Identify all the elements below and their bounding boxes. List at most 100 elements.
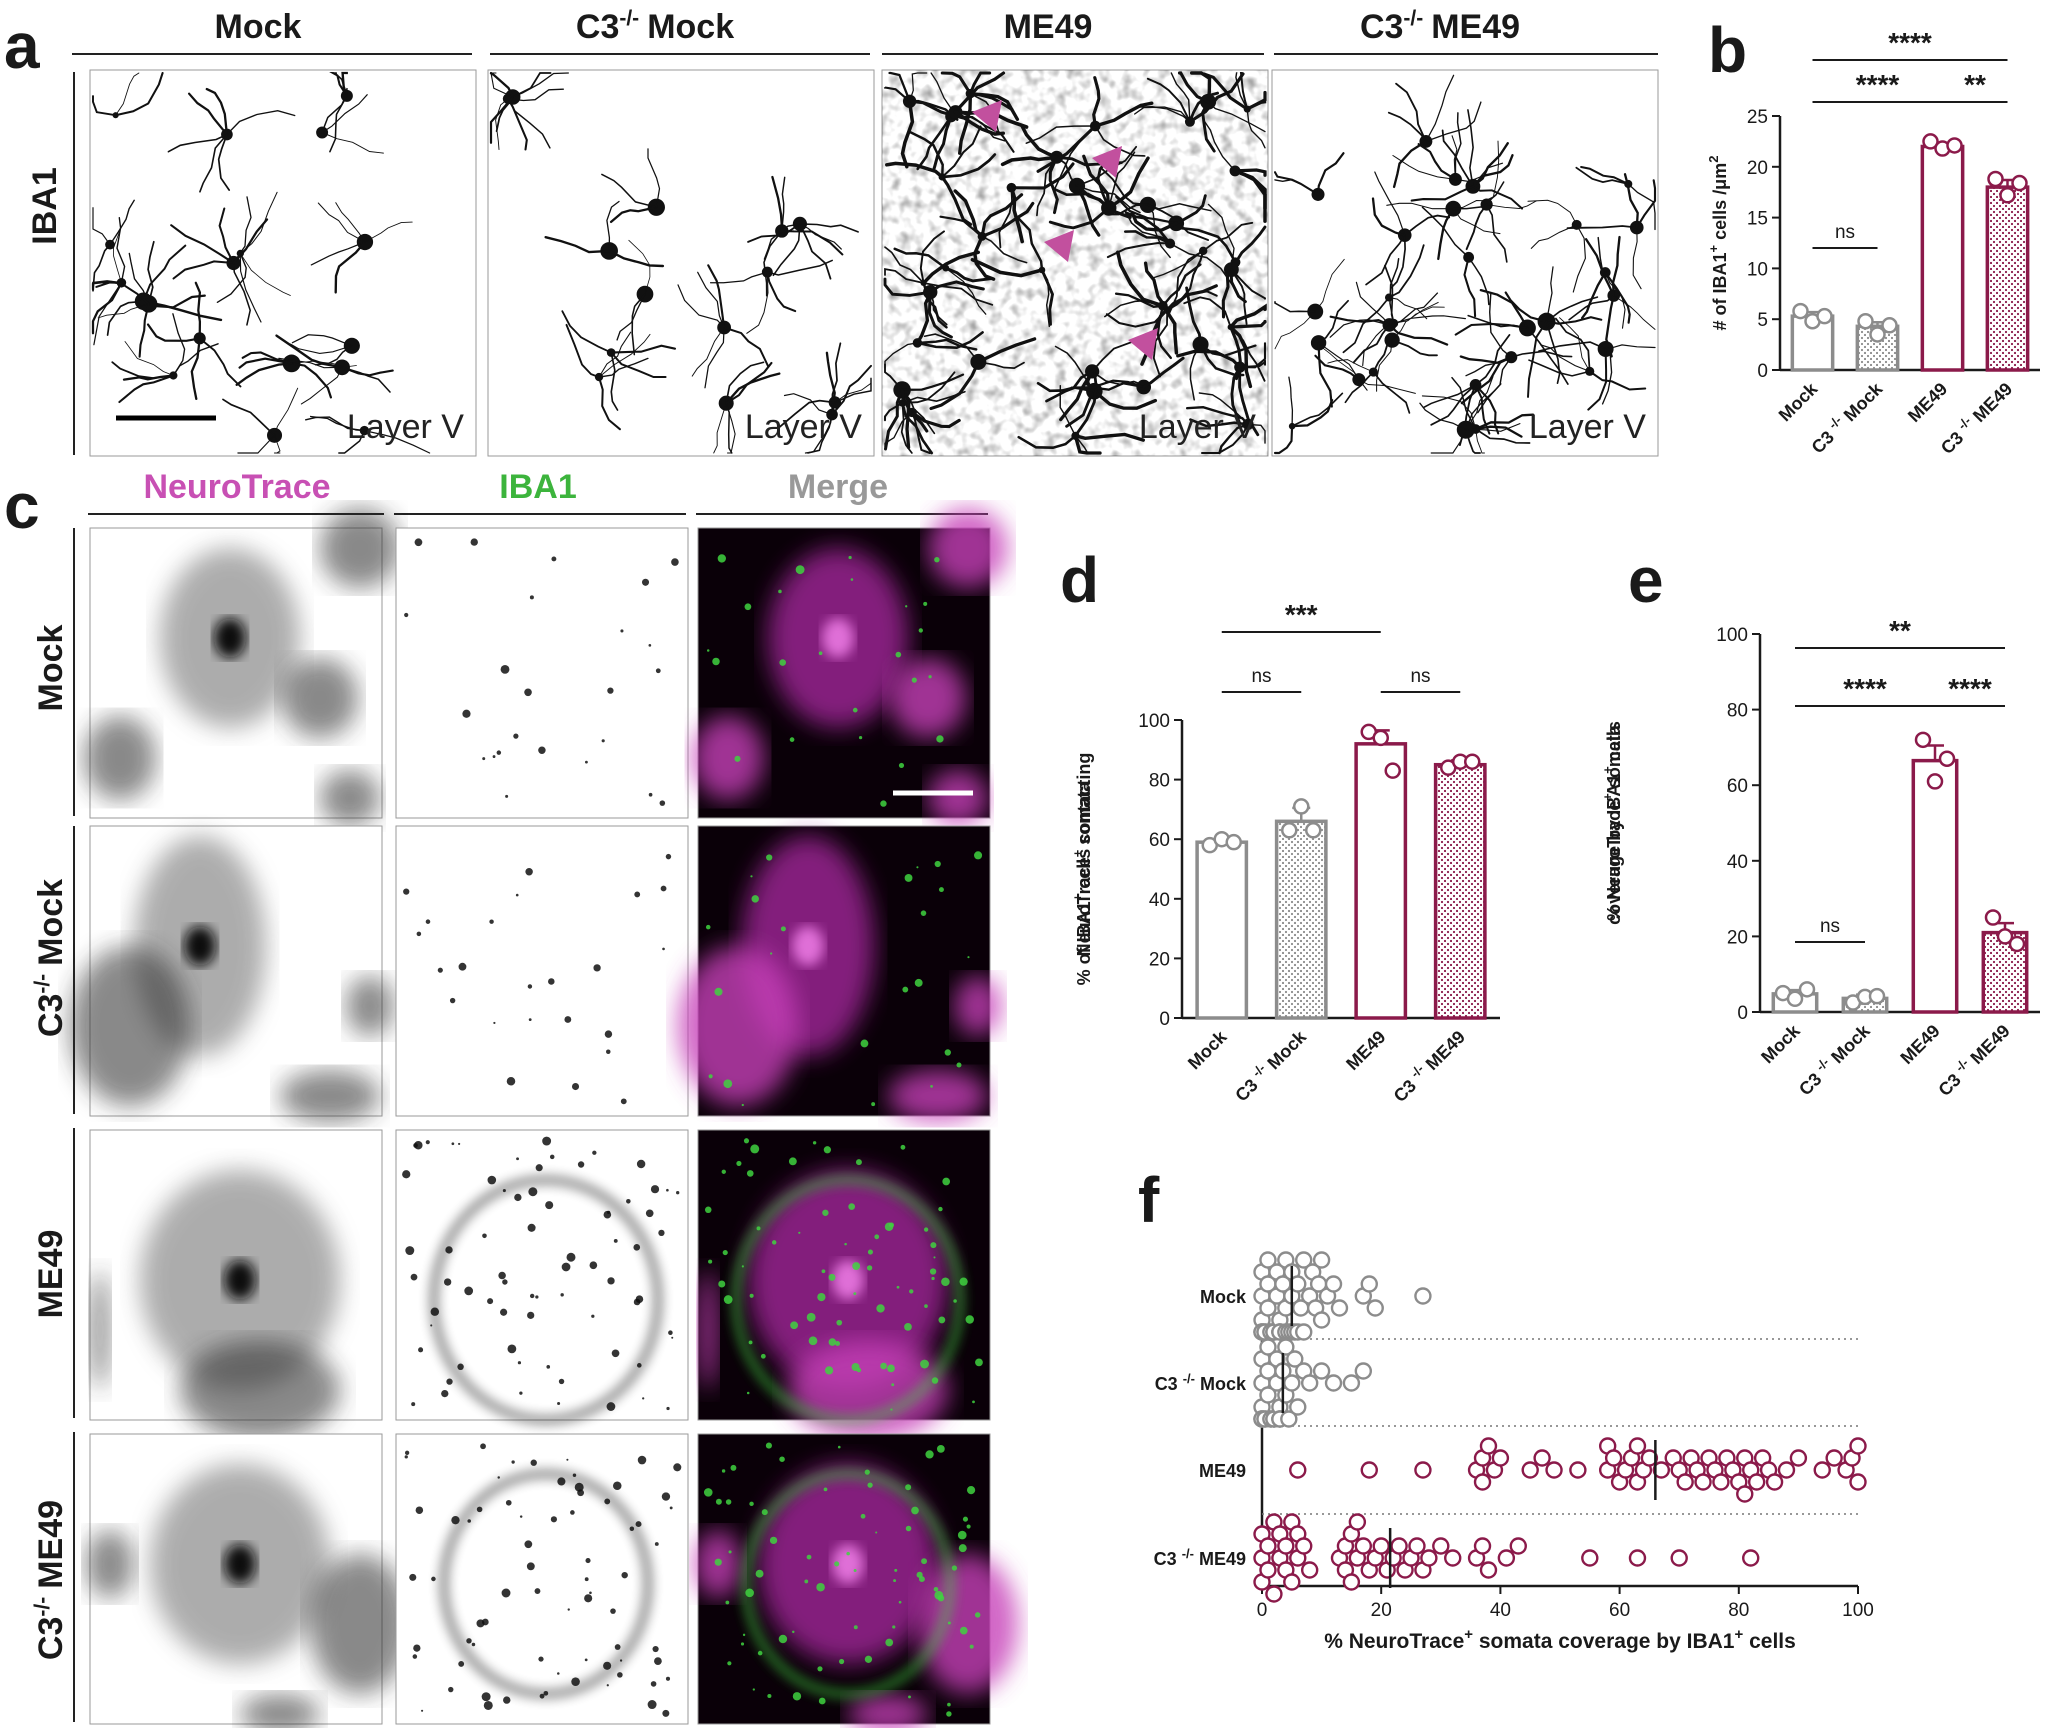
data-point <box>1295 1537 1313 1555</box>
data-point <box>1473 1537 1492 1555</box>
data-point <box>1849 1437 1867 1455</box>
iba1-image <box>395 1433 689 1725</box>
row-title-c3-mock: C3-/-Mock <box>31 879 70 1037</box>
bar <box>1195 840 1249 1020</box>
data-point <box>1742 1549 1760 1567</box>
data-point <box>1225 833 1242 851</box>
y-tick-label: 80 <box>1149 771 1170 792</box>
layer-v-label: Layer V <box>347 408 464 446</box>
data-point <box>1414 1287 1432 1305</box>
y-tick-label: 0 <box>1159 1009 1170 1030</box>
data-point <box>1473 1473 1492 1491</box>
panel-letter-d: d <box>1060 544 1099 616</box>
data-point <box>1342 1374 1361 1392</box>
data-point <box>2008 935 2026 953</box>
data-point <box>1286 1350 1304 1368</box>
x-tick-label: 20 <box>1371 1600 1392 1621</box>
data-point <box>1777 1461 1796 1479</box>
data-point <box>1289 1398 1307 1416</box>
y-tick-label: 60 <box>1727 776 1748 797</box>
panel-a-images: Layer V Layer V Layer V Layer V <box>89 69 1659 457</box>
data-point <box>1765 1473 1784 1491</box>
data-point <box>1360 1461 1378 1479</box>
arrowhead-icon <box>1044 230 1074 262</box>
significance-label: **** <box>1843 673 1887 704</box>
panel-c-row-titles: Mock C3-/-Mock ME49 C3-/-ME49 <box>31 528 75 1722</box>
data-point <box>1280 1410 1298 1428</box>
data-point <box>1259 1299 1277 1317</box>
data-point <box>1521 1461 1539 1479</box>
y-tick-label: 0 <box>1757 361 1768 382</box>
row-title-iba1: IBA1 <box>26 167 64 244</box>
bar <box>1274 819 1328 1020</box>
data-point <box>1372 1537 1390 1555</box>
data-point <box>1259 1386 1277 1404</box>
data-point <box>1289 1461 1307 1479</box>
significance-label: **** <box>1888 27 1932 58</box>
y-axis-label: % NeuroTrace+ somatacoverage by IBA1+ ce… <box>1600 721 1624 925</box>
data-point <box>1312 1362 1331 1380</box>
data-point <box>1277 1537 1295 1555</box>
data-point <box>1509 1537 1527 1555</box>
y-tick-label: 60 <box>1149 830 1170 851</box>
x-axis-label: % NeuroTrace+ somata coverage by IBA1+ c… <box>1324 1626 1796 1653</box>
data-point <box>1324 1374 1343 1392</box>
channel-title-merge: Merge <box>788 468 888 506</box>
data-point <box>1712 1473 1730 1491</box>
data-point <box>1312 1311 1331 1329</box>
data-point <box>1342 1573 1361 1591</box>
data-point <box>1869 326 1886 343</box>
data-point <box>1324 1275 1343 1293</box>
y-tick-label: 20 <box>1747 158 1768 179</box>
data-point <box>1652 1461 1671 1479</box>
significance-label: *** <box>1285 599 1318 630</box>
data-point <box>1283 1573 1301 1591</box>
layer-v-label: Layer V <box>745 408 862 446</box>
data-point <box>1348 1513 1367 1531</box>
panel-letter-f: f <box>1138 1164 1160 1236</box>
panel-letter-a: a <box>4 10 40 82</box>
column-title-c3-mock: C3-/- Mock <box>576 7 734 46</box>
group-label: ME49 <box>1199 1461 1246 1481</box>
neurotrace-image <box>86 1433 410 1728</box>
data-point <box>1354 1362 1373 1380</box>
data-point <box>1999 186 2016 204</box>
data-point <box>1259 1251 1277 1269</box>
row-title-c3-me49: C3-/-ME49 <box>31 1500 70 1660</box>
y-tick-label: 10 <box>1747 259 1768 280</box>
column-title-c3-me49: C3-/- ME49 <box>1360 7 1520 46</box>
data-point <box>1914 731 1932 749</box>
data-point <box>1300 1561 1319 1579</box>
y-tick-label: 15 <box>1747 209 1768 230</box>
group-label: Mock <box>1200 1287 1247 1307</box>
y-tick-label: 20 <box>1149 949 1170 970</box>
data-point <box>1676 1473 1694 1491</box>
category-label: ME49 <box>1342 1027 1389 1074</box>
data-point <box>1857 312 1874 330</box>
y-axis-label: # of IBA1+ cells /μm2 <box>1706 156 1730 331</box>
iba1-image <box>395 527 689 819</box>
x-tick-label: 80 <box>1728 1600 1749 1621</box>
merge-image <box>694 1433 1018 1728</box>
data-point <box>1789 1449 1808 1467</box>
chart-d: 0 20 40 60 80 100 % of IBA1+ cells contactingN… <box>1070 599 1500 1106</box>
data-point <box>1479 1561 1498 1579</box>
bar <box>1985 185 2030 372</box>
data-point <box>1432 1537 1450 1555</box>
data-point <box>1330 1299 1349 1317</box>
data-point <box>1849 1473 1867 1491</box>
arrowhead-icon <box>1128 328 1158 360</box>
data-point <box>1946 137 1963 154</box>
data-point <box>1372 729 1389 747</box>
group-label: C3 -/- ME49 <box>1154 1546 1246 1569</box>
data-point <box>1628 1437 1647 1455</box>
column-title-mock: Mock <box>215 8 302 46</box>
data-point <box>1694 1473 1712 1491</box>
data-point <box>1816 307 1833 325</box>
panel-letter-e: e <box>1628 544 1664 616</box>
y-tick-label: 20 <box>1727 927 1748 948</box>
data-point <box>1938 750 1956 767</box>
group-label: C3 -/- Mock <box>1155 1371 1247 1394</box>
